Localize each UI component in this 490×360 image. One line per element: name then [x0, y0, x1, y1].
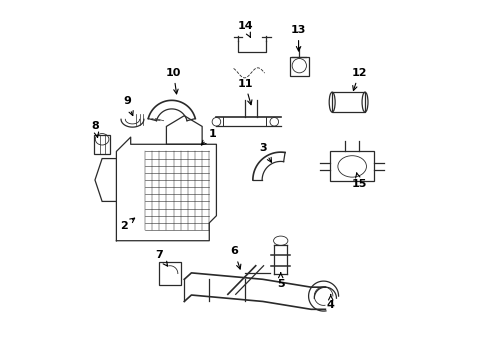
- Bar: [330, 152, 374, 181]
- Text: 6: 6: [230, 247, 241, 269]
- Text: 3: 3: [259, 143, 271, 162]
- Text: 15: 15: [352, 173, 367, 189]
- Text: 9: 9: [123, 96, 133, 116]
- Text: 8: 8: [91, 121, 99, 137]
- Bar: [94, 135, 110, 154]
- Text: 13: 13: [291, 25, 306, 51]
- Text: 4: 4: [327, 294, 335, 310]
- Text: 5: 5: [277, 273, 285, 289]
- Bar: [159, 262, 181, 285]
- Bar: [290, 57, 309, 76]
- Text: 7: 7: [155, 250, 168, 266]
- Text: 10: 10: [166, 68, 181, 94]
- Bar: [332, 92, 365, 112]
- Text: 12: 12: [351, 68, 367, 90]
- Text: 2: 2: [120, 218, 135, 231]
- Text: 1: 1: [201, 129, 217, 145]
- Text: 14: 14: [237, 21, 253, 37]
- Text: 11: 11: [237, 78, 253, 105]
